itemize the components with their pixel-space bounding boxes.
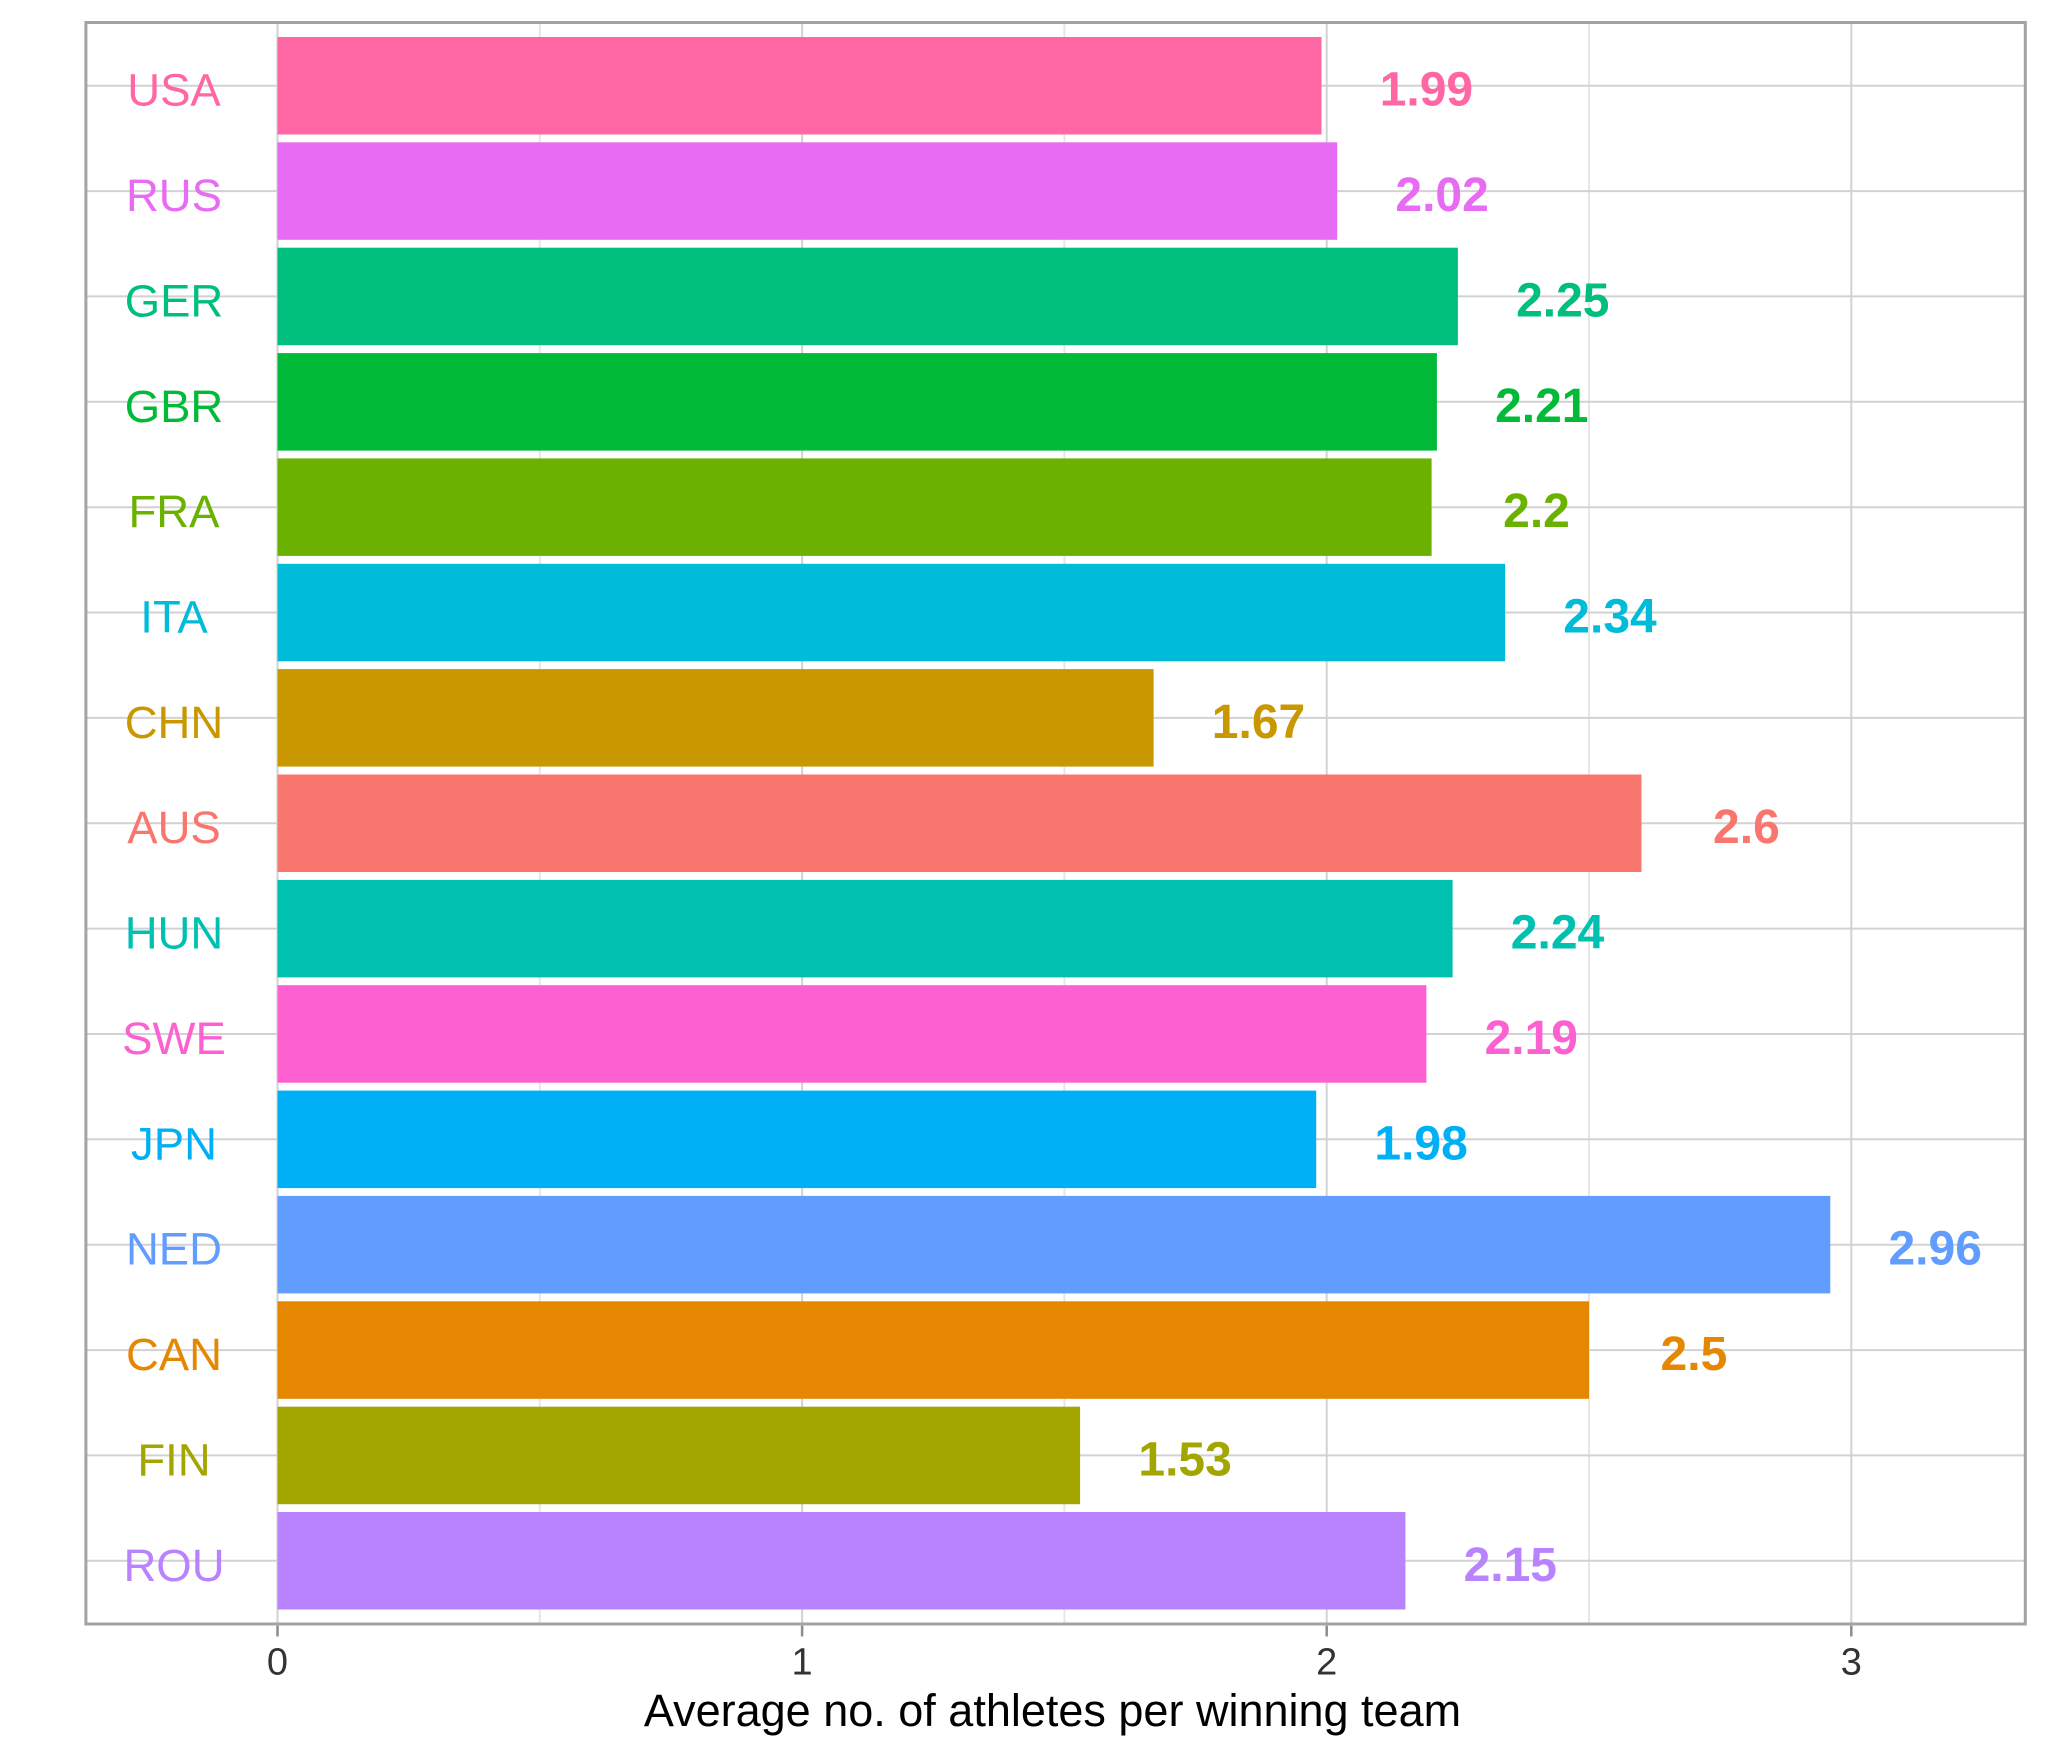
svg-text:JPN: JPN	[131, 1118, 217, 1169]
svg-text:2.21: 2.21	[1495, 380, 1588, 433]
svg-text:2.15: 2.15	[1464, 1539, 1557, 1592]
svg-text:2.02: 2.02	[1395, 169, 1488, 222]
svg-text:1.53: 1.53	[1138, 1433, 1231, 1486]
svg-text:1.67: 1.67	[1212, 696, 1305, 749]
svg-text:GER: GER	[125, 275, 224, 326]
svg-text:CHN: CHN	[125, 697, 224, 748]
svg-text:FRA: FRA	[129, 486, 221, 537]
svg-text:2.5: 2.5	[1661, 1328, 1728, 1381]
svg-text:ROU: ROU	[123, 1540, 224, 1591]
svg-text:2: 2	[1316, 1642, 1337, 1684]
svg-text:RUS: RUS	[126, 170, 222, 221]
svg-text:2.96: 2.96	[1888, 1223, 1981, 1276]
svg-text:2.34: 2.34	[1563, 591, 1657, 644]
svg-text:USA: USA	[127, 65, 221, 116]
svg-text:2.19: 2.19	[1485, 1012, 1578, 1065]
svg-text:AUS: AUS	[127, 802, 221, 853]
svg-text:SWE: SWE	[122, 1013, 226, 1064]
svg-text:FIN: FIN	[137, 1434, 210, 1485]
svg-text:ITA: ITA	[140, 592, 208, 643]
svg-text:Average no. of athletes per wi: Average no. of athletes per winning team	[644, 1685, 1461, 1736]
svg-text:2.24: 2.24	[1511, 907, 1605, 960]
svg-text:GBR: GBR	[125, 381, 224, 432]
svg-text:2.25: 2.25	[1516, 274, 1609, 327]
svg-text:0: 0	[267, 1642, 288, 1684]
svg-text:HUN: HUN	[125, 908, 224, 959]
svg-text:CAN: CAN	[126, 1329, 222, 1380]
svg-text:NED: NED	[126, 1224, 222, 1275]
svg-text:1.98: 1.98	[1374, 1117, 1467, 1170]
svg-text:2.6: 2.6	[1713, 801, 1780, 854]
svg-text:2.2: 2.2	[1503, 485, 1570, 538]
svg-text:1.99: 1.99	[1380, 64, 1473, 117]
svg-text:1: 1	[792, 1642, 813, 1684]
svg-text:3: 3	[1841, 1642, 1862, 1684]
